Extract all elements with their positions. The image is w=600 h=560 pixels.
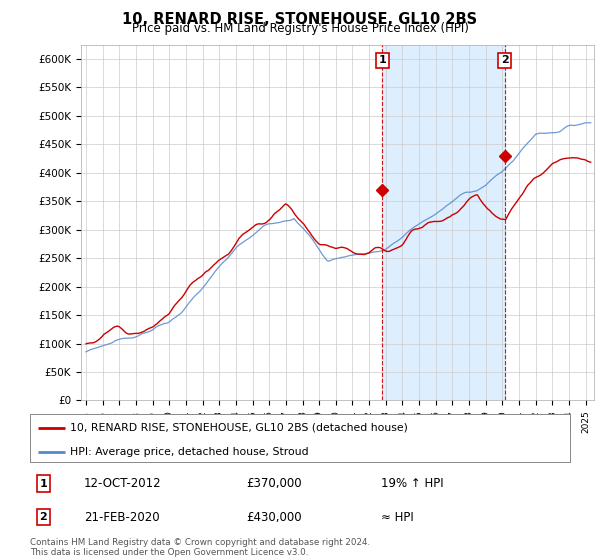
Text: 1: 1 (379, 55, 386, 66)
Bar (382, 45, 505, 400)
Text: 1: 1 (40, 479, 47, 488)
Text: 21-FEB-2020: 21-FEB-2020 (84, 511, 160, 524)
Text: ≈ HPI: ≈ HPI (381, 511, 414, 524)
Text: 19% ↑ HPI: 19% ↑ HPI (381, 477, 443, 490)
Text: 2: 2 (500, 55, 508, 66)
Text: 2: 2 (40, 512, 47, 522)
Text: 10, RENARD RISE, STONEHOUSE, GL10 2BS (detached house): 10, RENARD RISE, STONEHOUSE, GL10 2BS (d… (71, 423, 409, 433)
Text: £430,000: £430,000 (246, 511, 302, 524)
Text: Contains HM Land Registry data © Crown copyright and database right 2024.
This d: Contains HM Land Registry data © Crown c… (30, 538, 370, 557)
Text: HPI: Average price, detached house, Stroud: HPI: Average price, detached house, Stro… (71, 446, 309, 456)
Text: £370,000: £370,000 (246, 477, 302, 490)
Text: 10, RENARD RISE, STONEHOUSE, GL10 2BS: 10, RENARD RISE, STONEHOUSE, GL10 2BS (122, 12, 478, 27)
Text: 12-OCT-2012: 12-OCT-2012 (84, 477, 161, 490)
Text: Price paid vs. HM Land Registry's House Price Index (HPI): Price paid vs. HM Land Registry's House … (131, 22, 469, 35)
